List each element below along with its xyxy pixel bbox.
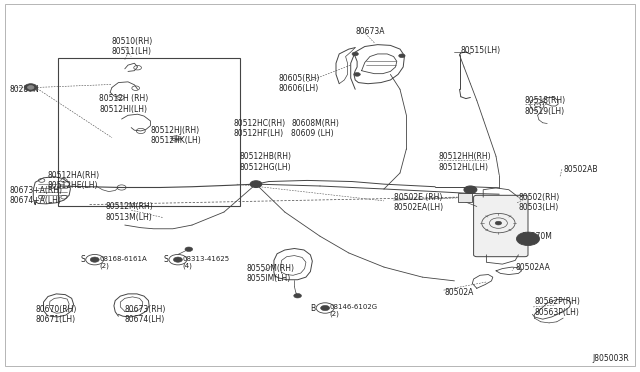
Text: J805003R: J805003R xyxy=(592,355,628,363)
Circle shape xyxy=(354,73,360,76)
Text: 80512HB(RH)
80512HG(LH): 80512HB(RH) 80512HG(LH) xyxy=(240,152,292,171)
Text: 08168-6161A
(2): 08168-6161A (2) xyxy=(99,256,147,269)
Text: 80510(RH)
80511(LH): 80510(RH) 80511(LH) xyxy=(112,37,153,56)
Text: 80562P(RH)
80563P(LH): 80562P(RH) 80563P(LH) xyxy=(534,297,580,317)
Text: 80287N: 80287N xyxy=(10,85,39,94)
Text: S: S xyxy=(164,255,168,264)
Text: 80502(RH)
80503(LH): 80502(RH) 80503(LH) xyxy=(518,193,559,212)
Text: 80502A: 80502A xyxy=(445,288,474,296)
Circle shape xyxy=(28,86,34,89)
Text: 80512H (RH)
80512HI(LH): 80512H (RH) 80512HI(LH) xyxy=(99,94,148,114)
Circle shape xyxy=(464,186,477,193)
Text: 80515(LH): 80515(LH) xyxy=(461,46,501,55)
Text: 80502AA: 80502AA xyxy=(515,263,550,272)
Text: 80673+A(RH)
80674+A(LH): 80673+A(RH) 80674+A(LH) xyxy=(10,186,63,205)
Circle shape xyxy=(90,257,99,262)
Bar xyxy=(458,193,472,202)
Text: 08313-41625
(4): 08313-41625 (4) xyxy=(182,256,230,269)
Text: 80502AB: 80502AB xyxy=(563,165,598,174)
Text: 80512HJ(RH)
80512HK(LH): 80512HJ(RH) 80512HK(LH) xyxy=(150,126,201,145)
Circle shape xyxy=(294,294,301,298)
Text: B: B xyxy=(310,304,316,312)
Text: 80570M: 80570M xyxy=(522,232,552,241)
Text: 80512HC(RH)
80512HF(LH): 80512HC(RH) 80512HF(LH) xyxy=(234,119,285,138)
Circle shape xyxy=(250,181,262,187)
Text: 80518(RH)
80519(LH): 80518(RH) 80519(LH) xyxy=(525,96,566,116)
FancyBboxPatch shape xyxy=(474,195,528,257)
Circle shape xyxy=(399,54,405,58)
Circle shape xyxy=(495,221,502,225)
Circle shape xyxy=(516,232,540,246)
Text: 80608M(RH)
80609 (LH): 80608M(RH) 80609 (LH) xyxy=(291,119,339,138)
Text: 80673(RH)
80674(LH): 80673(RH) 80674(LH) xyxy=(125,305,166,324)
Text: 80550M(RH)
8055lM(LH): 80550M(RH) 8055lM(LH) xyxy=(246,264,294,283)
Circle shape xyxy=(185,247,193,251)
Circle shape xyxy=(173,257,182,262)
Text: 80605(RH)
80606(LH): 80605(RH) 80606(LH) xyxy=(278,74,320,93)
Text: 80673A: 80673A xyxy=(355,27,385,36)
Circle shape xyxy=(352,52,358,56)
Text: 80512HA(RH)
80512HE(LH): 80512HA(RH) 80512HE(LH) xyxy=(48,171,100,190)
Circle shape xyxy=(321,305,330,311)
Text: 08146-6102G
(2): 08146-6102G (2) xyxy=(330,304,378,317)
Circle shape xyxy=(525,237,531,240)
Text: 80502E (RH)
80502EA(LH): 80502E (RH) 80502EA(LH) xyxy=(394,193,444,212)
Text: 80670(RH)
80671(LH): 80670(RH) 80671(LH) xyxy=(35,305,77,324)
Bar xyxy=(58,58,240,206)
Text: 80512M(RH)
80513M(LH): 80512M(RH) 80513M(LH) xyxy=(106,202,154,222)
Text: 80512HH(RH)
80512HL(LH): 80512HH(RH) 80512HL(LH) xyxy=(438,152,491,171)
Text: S: S xyxy=(81,255,85,264)
Circle shape xyxy=(24,84,37,91)
